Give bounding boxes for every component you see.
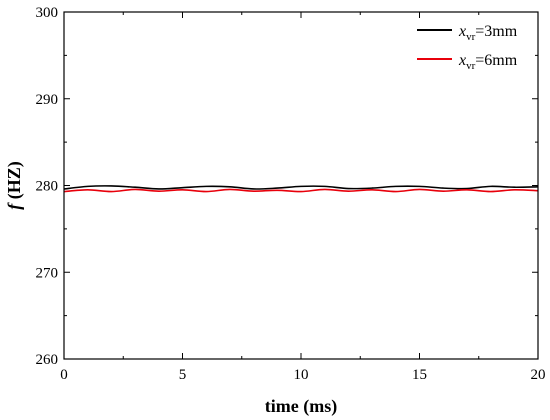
y-tick-label: 290 xyxy=(36,92,59,108)
plot-layer xyxy=(63,185,539,193)
y-tick-label: 280 xyxy=(36,179,59,195)
series-line-1 xyxy=(63,185,539,190)
legend: xvr=3mm xvr=6mm xyxy=(417,23,518,72)
y-tick-label: 270 xyxy=(36,265,59,281)
x-tick-label: 15 xyxy=(412,367,427,383)
y-tick-label: 260 xyxy=(36,352,59,368)
x-axis-title: time (ms) xyxy=(265,396,337,417)
legend-label-2: xvr=6mm xyxy=(458,52,518,72)
y-tick-label: 300 xyxy=(36,5,59,21)
x-tick-label: 10 xyxy=(294,367,309,383)
x-tick-label: 0 xyxy=(60,367,68,383)
x-tick-label: 5 xyxy=(179,367,187,383)
axes-layer: 0 5 10 15 20 260 270 280 290 300 time (ms) f (HZ) xyxy=(4,5,546,417)
y-axis-title: f (HZ) xyxy=(4,161,25,210)
x-tick-label: 20 xyxy=(531,367,546,383)
legend-label-1: xvr=3mm xyxy=(458,23,518,43)
series-line-2 xyxy=(63,188,539,193)
